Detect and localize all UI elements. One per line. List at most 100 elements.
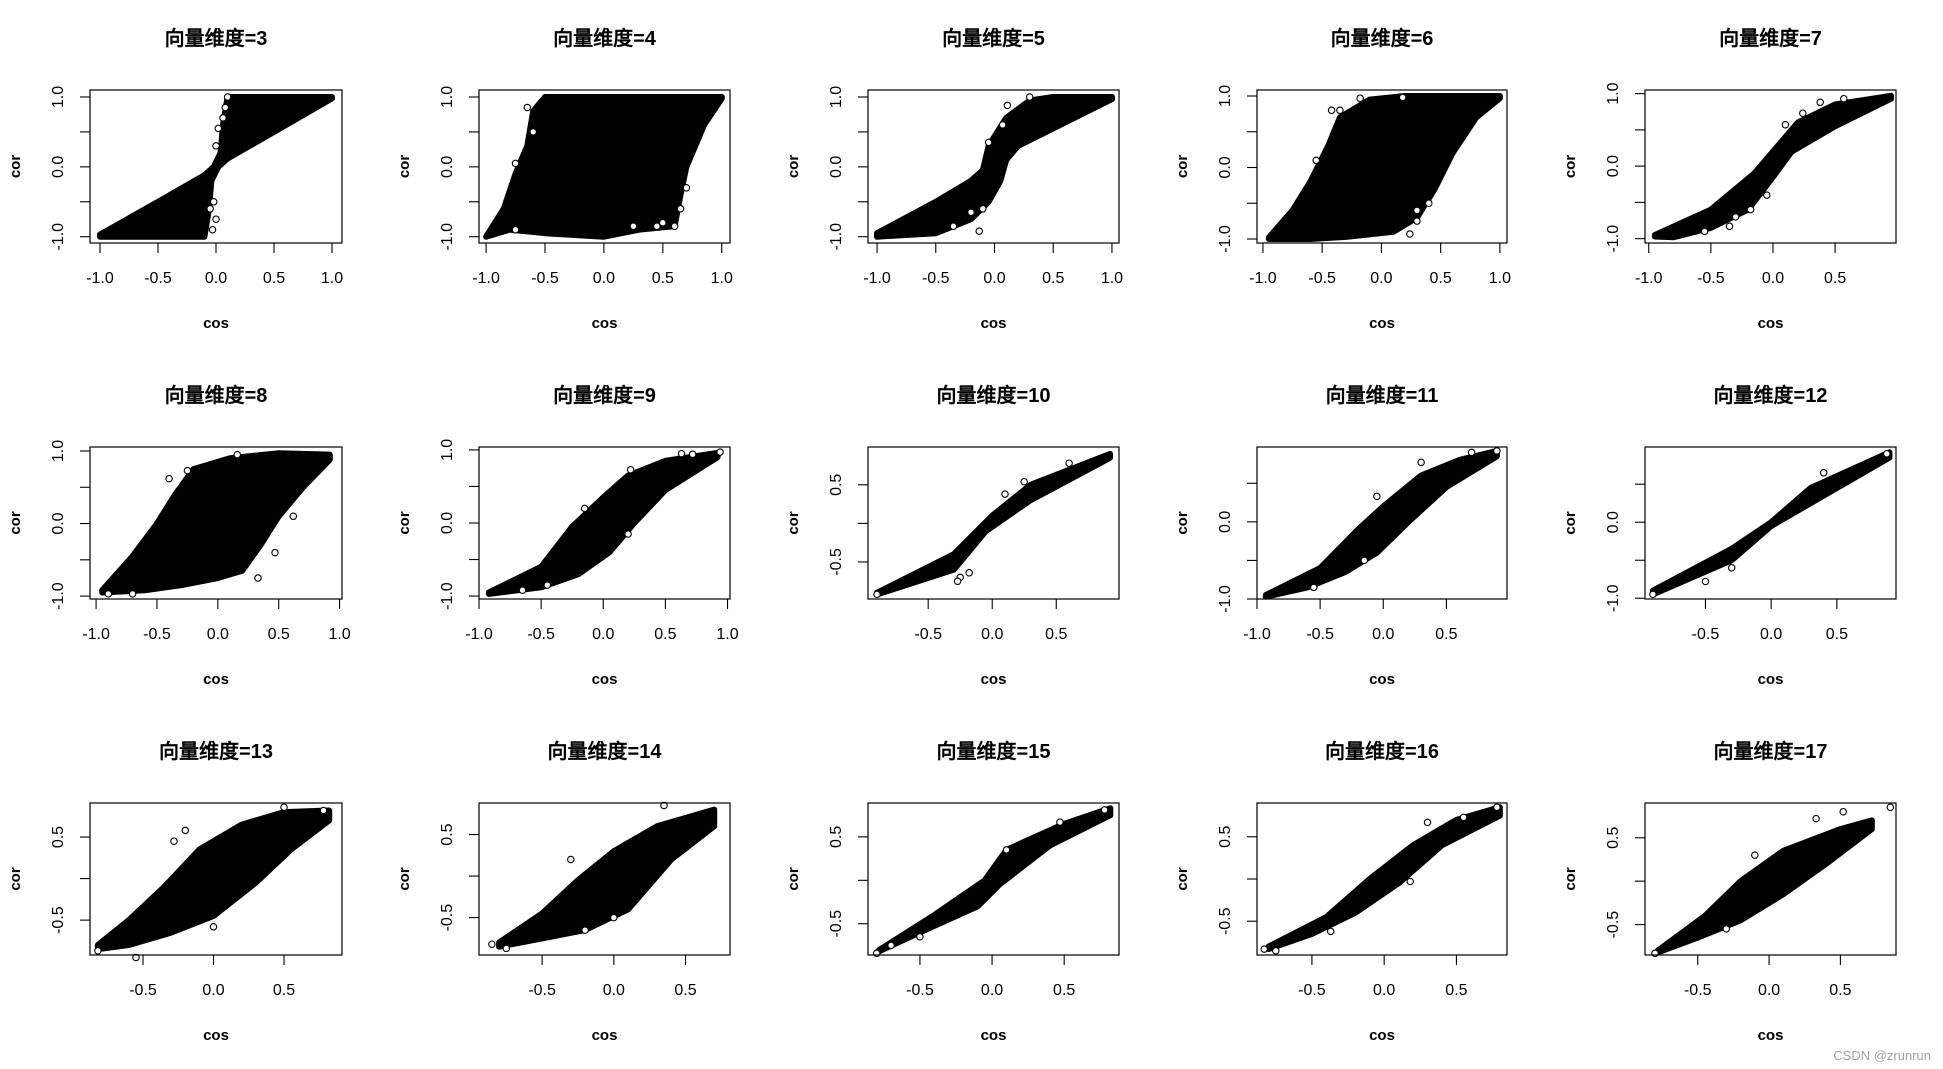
data-point [998, 121, 1007, 129]
data-point [1839, 807, 1847, 816]
data-point [1701, 577, 1710, 586]
y-axis-title: cor [1562, 155, 1579, 179]
x-axis: -1.0 -0.5 0.0 0.5 [1635, 243, 1846, 287]
y-tick-label: -0.5 [1217, 907, 1234, 935]
data-point [523, 103, 532, 112]
point-cloud [1649, 449, 1893, 598]
scatter-panel-dim-16: 向量维度=16 -0.5 0.0 0.5 cos -0.5 0.5 cor [1174, 739, 1508, 1044]
x-axis: -0.5 0.0 0.5 [1298, 955, 1468, 999]
plot-box [1256, 446, 1508, 600]
panel-title: 向量维度=8 [165, 383, 268, 407]
panel-title: 向量维度=12 [1714, 383, 1828, 407]
x-tick-label: -1.0 [472, 270, 500, 287]
data-point [319, 806, 328, 815]
y-tick-label: 0.0 [1217, 511, 1234, 533]
y-tick-label: 0.0 [439, 512, 456, 534]
x-tick-label: 0.0 [603, 982, 625, 999]
panel-title: 向量维度=13 [159, 739, 273, 763]
scatter-panel-dim-13: 向量维度=13 -0.5 0.0 0.5 cos -0.5 0.5 cor [7, 739, 343, 1044]
data-point [1272, 947, 1280, 955]
scatter-panel-dim-15: 向量维度=15 -0.5 0.0 0.5 cos -0.5 0.5 cor [785, 739, 1120, 1044]
data-point [677, 449, 686, 458]
x-axis-title: cos [203, 315, 229, 332]
x-axis-title: cos [981, 1027, 1007, 1044]
x-tick-label: -0.5 [129, 982, 157, 999]
scatter-panel-dim-17: 向量维度=17 -0.5 0.0 0.5 cos -0.5 0.5 cor [1562, 739, 1897, 1044]
plot-box [1644, 446, 1897, 600]
data-point [1746, 205, 1755, 214]
x-tick-label: 1.0 [328, 626, 350, 643]
data-point [254, 574, 262, 582]
data-point [1725, 222, 1734, 231]
data-point [1493, 803, 1501, 811]
panel-title: 向量维度=15 [937, 739, 1051, 763]
x-tick-label: -0.5 [906, 982, 934, 999]
point-cloud [1654, 817, 1875, 956]
data-point [1002, 846, 1011, 854]
data-point [208, 225, 217, 234]
data-point [629, 222, 638, 230]
y-tick-label: -1.0 [439, 223, 456, 251]
data-point [1398, 93, 1407, 102]
data-point [1751, 851, 1759, 859]
x-axis: -1.0 -0.5 0.0 0.5 1.0 [82, 599, 351, 643]
scatter-panel-dim-14: 向量维度=14 -0.5 0.0 0.5 cos -0.5 0.5 cor [396, 739, 731, 1044]
data-point [212, 215, 220, 223]
x-tick-label: 0.5 [273, 982, 295, 999]
x-tick-label: 0.5 [263, 270, 285, 287]
x-tick-label: -0.5 [922, 270, 950, 287]
y-tick-label: 1.0 [439, 86, 456, 108]
x-axis-title: cos [203, 671, 229, 688]
x-axis-title: cos [981, 671, 1007, 688]
y-tick-label: 0.0 [1605, 511, 1622, 533]
point-cloud [99, 450, 333, 596]
x-tick-label: 1.0 [711, 270, 733, 287]
data-point [653, 222, 661, 230]
y-axis: -1.0 0.0 1.0 [1217, 85, 1257, 253]
data-point [660, 801, 668, 810]
x-tick-label: 0.5 [268, 626, 290, 643]
data-point [1373, 492, 1381, 501]
x-axis: -0.5 0.0 0.5 [906, 955, 1075, 999]
x-tick-label: 0.5 [1829, 982, 1851, 999]
data-point [212, 142, 220, 150]
data-point [1312, 156, 1320, 165]
data-point [967, 208, 975, 217]
y-tick-label: 1.0 [828, 86, 845, 108]
x-tick-label: 1.0 [1489, 270, 1511, 287]
data-point [887, 941, 895, 950]
y-axis: -0.5 0.5 [828, 474, 868, 576]
panel-title: 向量维度=10 [937, 383, 1051, 407]
data-point [1467, 448, 1476, 457]
data-point [1260, 945, 1268, 953]
y-tick-label: -1.0 [1605, 225, 1622, 253]
data-point [1819, 469, 1828, 477]
x-tick-label: -1.0 [1249, 270, 1277, 287]
y-axis-title: cor [396, 155, 413, 179]
data-point [209, 923, 218, 931]
x-tick-label: -0.5 [1697, 270, 1725, 287]
watermark: CSDN @zrunrun [1833, 1048, 1931, 1063]
data-point [626, 465, 635, 474]
data-point [1883, 450, 1891, 458]
y-tick-label: 0.5 [828, 826, 845, 848]
y-axis: -1.0 0.0 1.0 [439, 86, 479, 251]
y-tick-label: -0.5 [50, 906, 67, 934]
y-axis-title: cor [1174, 511, 1191, 535]
x-tick-label: -0.5 [144, 270, 172, 287]
x-axis-title: cos [1369, 1027, 1395, 1044]
data-point [1493, 447, 1501, 455]
y-tick-label: -1.0 [1217, 585, 1234, 613]
data-point [567, 855, 575, 864]
x-tick-label: 0.0 [1760, 626, 1782, 643]
y-axis: -0.5 0.5 [50, 826, 90, 934]
panel-title: 向量维度=14 [548, 739, 663, 763]
data-point [1310, 583, 1318, 592]
data-point [1413, 217, 1421, 225]
data-point [1700, 227, 1709, 236]
scatter-panel-dim-3: 向量维度=3 -1.0 -0.5 0.0 0.5 1.0 cos -1.0 0.0 1.0 cor [7, 26, 343, 332]
x-tick-label: 0.0 [983, 270, 1005, 287]
data-point [233, 450, 242, 459]
panel-title: 向量维度=5 [942, 26, 1045, 50]
data-point [1727, 564, 1736, 572]
